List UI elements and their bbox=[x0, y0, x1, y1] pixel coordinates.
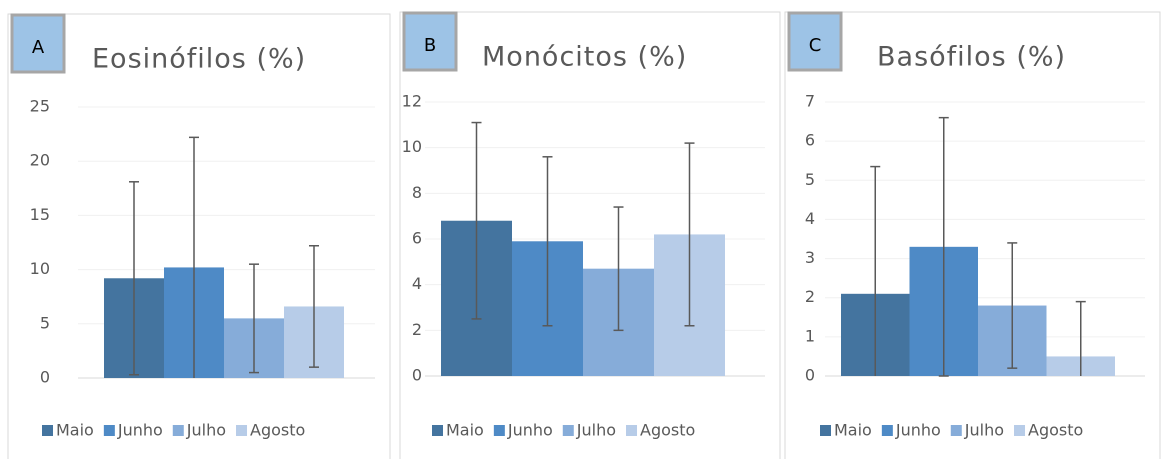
y-tick-label: 3 bbox=[805, 248, 815, 267]
panel-letter-box bbox=[402, 11, 458, 72]
panel-letter: B bbox=[424, 35, 436, 56]
chart-panel: B Monócitos (%) 0 2 4 6 8 10 12 Maio Junho Julho Ago… bbox=[399, 11, 781, 459]
error-bar bbox=[684, 142, 695, 327]
legend-label: Junho bbox=[117, 421, 163, 440]
legend-swatch bbox=[950, 425, 962, 436]
y-tick-label: 2 bbox=[805, 287, 815, 306]
y-tick-label: 4 bbox=[412, 274, 422, 293]
chart-title: Monócitos (%) bbox=[482, 42, 687, 73]
error-bar bbox=[1007, 242, 1018, 369]
legend-swatch bbox=[172, 425, 184, 436]
panel-letter: A bbox=[32, 37, 45, 58]
legend-swatch bbox=[562, 425, 574, 436]
panel-letter: C bbox=[809, 35, 822, 56]
legend-swatch bbox=[1014, 425, 1026, 436]
y-tick-label: 10 bbox=[30, 259, 50, 278]
legend-label: Maio bbox=[834, 421, 872, 440]
panel-letter-box bbox=[10, 13, 66, 74]
legend-label: Maio bbox=[446, 421, 484, 440]
legend-label: Agosto bbox=[1028, 421, 1083, 440]
y-tick-label: 0 bbox=[805, 366, 815, 385]
chart-title: Basófilos (%) bbox=[877, 42, 1066, 73]
legend-swatch bbox=[432, 425, 443, 436]
legend-label: Junho bbox=[895, 421, 941, 440]
panel-border bbox=[7, 13, 391, 459]
panel-border bbox=[399, 11, 781, 459]
error-bar bbox=[613, 206, 624, 332]
y-tick-label: 12 bbox=[402, 92, 422, 111]
legend-swatch bbox=[42, 425, 53, 436]
chart-panel: A Eosinófilos (%) 0 5 10 15 20 25 Maio Junho Julho… bbox=[7, 13, 391, 459]
y-tick-label: 25 bbox=[30, 97, 50, 116]
legend-swatch bbox=[493, 425, 505, 436]
error-bar bbox=[471, 121, 482, 320]
legend-label: Agosto bbox=[250, 421, 305, 440]
legend-swatch bbox=[103, 425, 115, 436]
y-tick-label: 5 bbox=[40, 313, 50, 332]
y-tick-label: 6 bbox=[805, 131, 815, 150]
y-tick-label: 5 bbox=[805, 170, 815, 189]
y-tick-label: 1 bbox=[805, 326, 815, 345]
error-bar bbox=[309, 245, 319, 368]
y-tick-label: 20 bbox=[30, 151, 50, 170]
error-bar bbox=[189, 136, 199, 378]
error-bar bbox=[1075, 300, 1086, 376]
legend-swatch bbox=[820, 425, 831, 436]
legend-label: Junho bbox=[507, 421, 553, 440]
error-bar bbox=[938, 116, 949, 377]
error-bar bbox=[542, 156, 553, 327]
legend-label: Julho bbox=[576, 421, 616, 440]
error-bar bbox=[129, 181, 139, 376]
legend-label: Julho bbox=[964, 421, 1004, 440]
chart-panel: C Basófilos (%) 0 1 2 3 4 5 6 7 Maio Junho Julho Agos… bbox=[784, 11, 1161, 459]
y-tick-label: 4 bbox=[805, 209, 815, 228]
panel-letter-box bbox=[787, 11, 843, 72]
panel-border bbox=[784, 11, 1161, 459]
legend-swatch bbox=[881, 425, 893, 436]
y-tick-label: 10 bbox=[402, 137, 422, 156]
y-tick-label: 8 bbox=[412, 183, 422, 202]
y-tick-label: 0 bbox=[40, 368, 50, 387]
y-tick-label: 7 bbox=[805, 92, 815, 111]
legend-swatch bbox=[626, 425, 638, 436]
error-bar bbox=[249, 263, 259, 374]
y-tick-label: 15 bbox=[30, 205, 50, 224]
y-tick-label: 2 bbox=[412, 320, 422, 339]
y-tick-label: 6 bbox=[412, 229, 422, 248]
error-bar bbox=[870, 165, 881, 376]
legend-label: Maio bbox=[56, 421, 94, 440]
y-tick-label: 0 bbox=[412, 366, 422, 385]
chart-title: Eosinófilos (%) bbox=[92, 44, 306, 75]
legend-label: Agosto bbox=[640, 421, 695, 440]
legend-label: Julho bbox=[186, 421, 226, 440]
legend-swatch bbox=[236, 425, 248, 436]
